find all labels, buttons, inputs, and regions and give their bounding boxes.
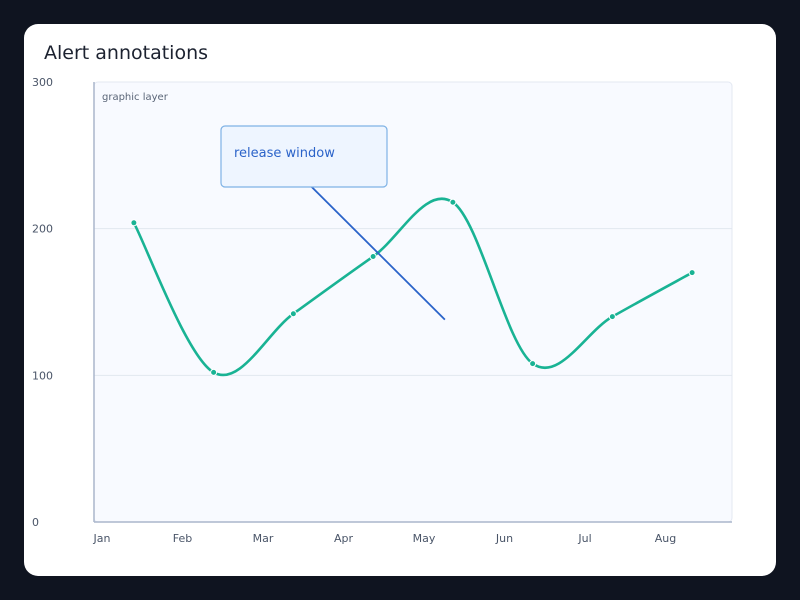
data-point — [289, 310, 297, 318]
data-point — [688, 269, 696, 277]
x-tick-label: Jan — [93, 532, 111, 545]
y-tick-label: 300 — [32, 76, 53, 89]
x-tick-label: Mar — [253, 532, 274, 545]
x-tick-label: Feb — [173, 532, 192, 545]
annotation-connector — [308, 184, 446, 321]
annotation-box — [220, 125, 388, 188]
y-tick-label: 0 — [32, 516, 39, 529]
chart-card: Alert annotations 0 100 200 300 Jan Feb Mar Apr… — [24, 24, 776, 576]
graphic-layer-label: graphic layer — [102, 92, 169, 103]
data-point — [449, 198, 457, 206]
data-point — [608, 313, 616, 321]
x-tick-label: Jul — [577, 532, 591, 545]
data-point — [210, 368, 218, 376]
line-chart: 0 100 200 300 Jan Feb Mar Apr May Jun Jul Aug graphi… — [32, 76, 733, 545]
y-tick-label: 100 — [32, 369, 53, 382]
data-point — [369, 253, 377, 261]
x-tick-label: Apr — [334, 532, 354, 545]
x-tick-label: Aug — [655, 532, 676, 545]
x-tick-label: Jun — [495, 532, 513, 545]
data-point — [130, 219, 138, 227]
y-tick-label: 200 — [32, 223, 53, 236]
data-point — [529, 360, 537, 368]
chart-title: Alert annotations — [44, 42, 209, 64]
x-tick-label: May — [413, 532, 436, 545]
annotation-label: release window — [234, 146, 335, 161]
